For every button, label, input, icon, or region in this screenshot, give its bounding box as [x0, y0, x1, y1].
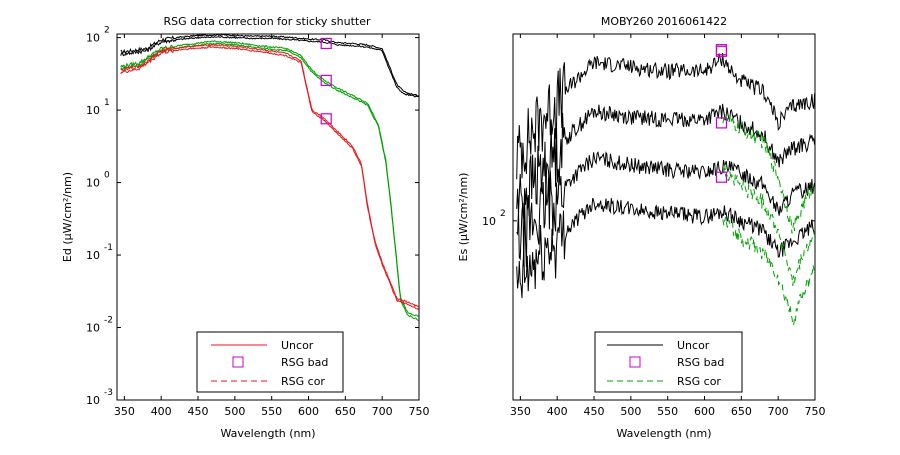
y-tick-label-base: 10	[86, 394, 100, 407]
rsg-bad-marker	[320, 37, 332, 50]
series-line	[120, 34, 419, 97]
y-tick-label-exp: 1	[104, 98, 110, 108]
y-tick-label-exp: 2	[500, 209, 506, 219]
right-y-ticks: 10 2	[482, 209, 815, 228]
x-tick-label: 650	[731, 405, 752, 418]
left-legend-marker-rsg-bad	[232, 356, 244, 368]
y-tick-label-exp: -2	[104, 316, 113, 326]
x-tick-label: 750	[805, 405, 826, 418]
x-tick-label: 700	[372, 405, 393, 418]
y-tick-label-exp: -3	[104, 388, 113, 398]
left-legend-label-rsg-bad: RSG bad	[281, 356, 328, 369]
x-tick-label: 350	[114, 405, 135, 418]
series-line	[120, 35, 419, 98]
rsg-bad-marker	[715, 117, 728, 129]
x-tick-label: 700	[768, 405, 789, 418]
y-tick-label-base: 10	[86, 104, 100, 117]
right-panel: MOBY260 2016061422 350 400 450 500 550 600 650…	[457, 15, 826, 440]
x-tick-label: 750	[409, 405, 430, 418]
rsg-bad-marker	[715, 171, 728, 183]
series-line	[722, 164, 815, 286]
right-legend-label-rsg-bad: RSG bad	[677, 356, 724, 369]
x-tick-label: 600	[298, 405, 319, 418]
x-tick-label: 450	[188, 405, 209, 418]
right-x-axis-label: Wavelength (nm)	[616, 427, 711, 440]
y-tick-label-base: 10	[86, 249, 100, 262]
left-y-axis-label: Ed (μW/cm²/nm)	[61, 172, 74, 262]
y-tick-label-base: 10	[86, 177, 100, 190]
right-legend-marker-rsg-bad	[629, 356, 641, 368]
rsg-bad-marker	[320, 74, 332, 86]
x-tick-label: 600	[694, 405, 715, 418]
series-line	[722, 216, 815, 327]
x-tick-label: 550	[657, 405, 678, 418]
x-tick-label: 550	[261, 405, 282, 418]
x-tick-label: 450	[584, 405, 605, 418]
x-tick-label: 650	[335, 405, 356, 418]
right-x-ticks: 350 400 450 500 550 600 650 700 750	[510, 34, 826, 418]
series-line	[722, 113, 815, 234]
x-tick-label: 350	[510, 405, 531, 418]
series-line	[516, 103, 815, 219]
y-tick-label-base: 10	[482, 215, 496, 228]
y-tick-label-base: 10	[86, 32, 100, 45]
left-x-axis-label: Wavelength (nm)	[220, 427, 315, 440]
x-tick-label: 500	[224, 405, 245, 418]
y-tick-label-base: 10	[86, 322, 100, 335]
right-chart-title: MOBY260 2016061422	[601, 15, 727, 28]
left-legend-label-uncor: Uncor	[281, 339, 314, 352]
right-y-axis-label: Es (μW/cm²/nm)	[457, 173, 470, 262]
x-tick-label: 500	[620, 405, 641, 418]
series-line	[516, 151, 815, 268]
left-legend: Uncor RSG bad RSG cor	[196, 331, 344, 393]
left-legend-box	[196, 331, 344, 393]
rsg-bad-marker	[320, 113, 332, 125]
left-chart-title: RSG data correction for sticky shutter	[163, 15, 371, 28]
right-plot-lines	[516, 44, 815, 327]
y-tick-label-exp: 0	[104, 171, 110, 181]
left-legend-label-rsg-cor: RSG cor	[281, 375, 325, 388]
y-tick-label-exp: 2	[104, 26, 110, 36]
left-x-ticks: 350 400 450 500 550 600 650 700 750	[114, 34, 430, 418]
right-legend-label-uncor: Uncor	[677, 339, 710, 352]
right-legend-box	[594, 331, 743, 393]
left-y-ticks: 10 2 10 1 10 0 10 -1 10 -2 10 -3	[86, 26, 419, 407]
y-tick-label-exp: -1	[104, 243, 113, 253]
left-panel: RSG data correction for sticky shutter 3…	[61, 15, 430, 440]
rsg-bad-marker	[715, 45, 728, 57]
x-tick-label: 400	[547, 405, 568, 418]
series-line	[516, 52, 815, 180]
series-line	[516, 197, 815, 299]
right-legend-label-rsg-cor: RSG cor	[677, 375, 721, 388]
series-line	[120, 46, 419, 311]
x-tick-label: 400	[151, 405, 172, 418]
left-plot-lines	[120, 34, 419, 321]
right-legend: Uncor RSG bad RSG cor	[594, 331, 743, 393]
